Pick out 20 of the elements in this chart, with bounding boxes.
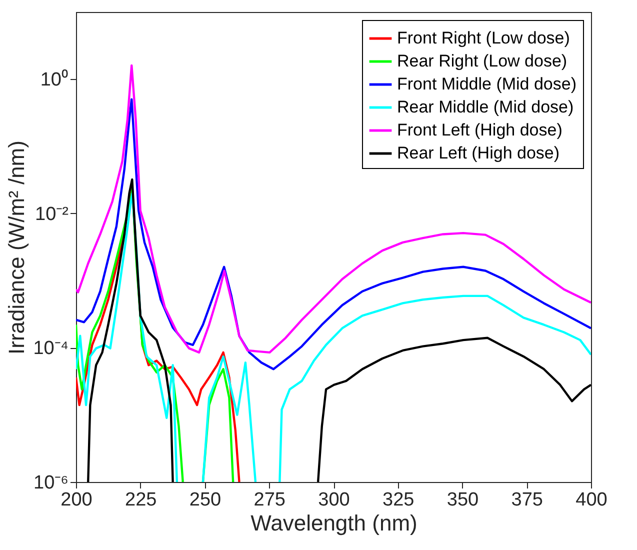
y-axis-title: Irradiance (W/m² /nm) (4, 140, 30, 354)
legend-label: Front Middle (Mid dose) (397, 74, 577, 94)
legend-label: Rear Right (Low dose) (397, 52, 568, 70)
x-tick-label: 250 (189, 490, 222, 510)
y-tick-label: 10⁰ (40, 68, 68, 91)
x-tick-label: 300 (318, 490, 350, 510)
legend-label: Rear Left (High dose) (397, 144, 560, 162)
y-tick-label: 10⁻² (35, 204, 68, 225)
line-series (76, 98, 591, 370)
legend-label: Front Left (High dose) (397, 120, 562, 140)
y-tick-label: 10⁻⁴ (33, 338, 68, 360)
x-tick-label: 275 (254, 490, 286, 510)
legend-label: Rear Middle (Mid dose) (397, 98, 574, 116)
x-tick-label: 375 (511, 490, 543, 510)
legend-label: Front Right (Low dose) (397, 28, 570, 48)
x-tick-label: 400 (576, 490, 608, 510)
x-tick-label: 350 (446, 490, 479, 510)
x-tick-label: 225 (125, 490, 157, 510)
x-tick-label: 325 (382, 490, 414, 510)
x-axis-title: Wavelength (nm) (250, 510, 418, 536)
